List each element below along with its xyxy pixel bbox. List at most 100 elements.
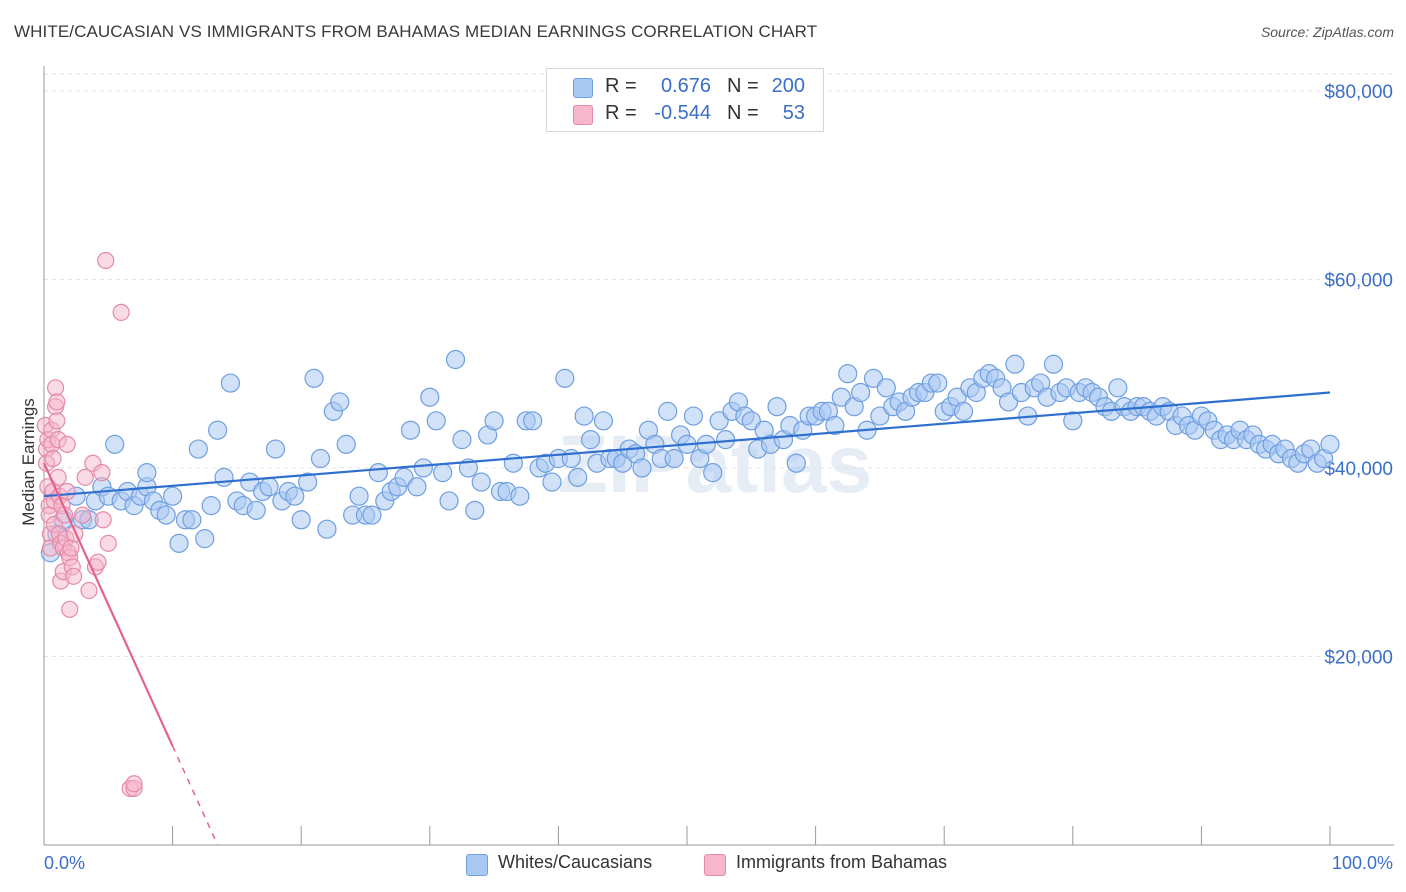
n-label: N =	[727, 102, 759, 124]
data-point-whites	[838, 364, 858, 384]
data-point-whites	[400, 420, 421, 440]
y-tick-label: $40,000	[1324, 459, 1393, 480]
data-point-bahamas	[48, 412, 66, 430]
series-whites-points	[40, 349, 1340, 563]
data-point-whites	[465, 500, 485, 520]
legend-swatch-pink	[573, 105, 593, 125]
data-point-whites	[182, 510, 202, 530]
data-point-whites	[137, 463, 157, 483]
legend-row-whites: R = 0.676 N = 200	[547, 74, 823, 100]
data-point-bahamas	[93, 464, 111, 482]
data-point-whites	[542, 472, 562, 492]
chart-source: Source: ZipAtlas.com	[1260, 24, 1394, 40]
legend-row-bahamas: R = -0.544 N = 53	[547, 101, 823, 127]
data-point-whites	[555, 368, 575, 388]
data-point-whites	[188, 439, 208, 459]
r-value: -0.544	[654, 102, 711, 124]
legend-swatch-pink	[704, 854, 726, 876]
data-point-whites	[484, 411, 504, 431]
y-tick-label: $60,000	[1324, 270, 1393, 291]
data-point-whites	[349, 486, 369, 506]
data-point-whites	[452, 430, 472, 450]
data-point-whites	[741, 411, 761, 431]
data-point-whites	[246, 500, 266, 520]
trend-line-whites	[43, 391, 1331, 498]
data-point-bahamas	[46, 379, 65, 397]
data-point-whites	[445, 349, 466, 370]
data-point-whites	[304, 368, 324, 388]
x-tick-label: 100.0%	[1332, 853, 1393, 873]
data-point-whites	[201, 496, 221, 516]
data-point-whites	[664, 448, 684, 469]
data-point-bahamas	[61, 600, 79, 618]
data-point-whites	[580, 430, 601, 450]
legend-swatch-blue	[466, 854, 488, 876]
data-point-whites	[1005, 354, 1025, 374]
data-point-whites	[831, 387, 851, 407]
n-value: 53	[782, 102, 805, 124]
chart-title: WHITE/CAUCASIAN VS IMMIGRANTS FROM BAHAM…	[14, 22, 818, 41]
x-tick-labels: 0.0% 100.0%	[44, 853, 1393, 873]
data-point-whites	[658, 401, 678, 421]
data-point-bahamas	[76, 468, 94, 486]
data-point-whites	[1063, 411, 1083, 431]
data-point-whites	[220, 373, 241, 393]
data-point-bahamas	[73, 506, 92, 524]
data-point-bahamas	[66, 525, 84, 543]
legend-swatch-blue	[573, 78, 593, 98]
data-point-whites	[433, 463, 453, 483]
trend-lines	[42, 391, 1331, 846]
legend-label-bahamas: Immigrants from Bahamas	[736, 852, 948, 872]
data-point-whites	[851, 382, 871, 403]
y-tick-label: $80,000	[1324, 82, 1393, 103]
data-point-whites	[632, 458, 652, 478]
data-point-whites	[439, 491, 459, 511]
data-point-bahamas	[99, 534, 117, 552]
data-point-whites	[998, 392, 1019, 412]
data-point-whites	[870, 406, 890, 426]
data-point-whites	[285, 486, 305, 506]
y-tick-labels: $20,000 $40,000 $60,000 $80,000	[1324, 82, 1393, 669]
r-label: R =	[605, 102, 637, 124]
data-point-whites	[291, 510, 311, 530]
data-point-bahamas	[62, 539, 80, 557]
n-label: N =	[727, 75, 759, 97]
data-point-whites	[195, 529, 215, 549]
data-point-whites	[394, 467, 414, 487]
data-point-whites	[574, 406, 594, 426]
data-point-whites	[265, 439, 286, 459]
data-point-whites	[413, 458, 433, 478]
data-point-bahamas	[94, 511, 112, 529]
data-point-whites	[259, 477, 279, 497]
data-point-whites	[330, 392, 350, 412]
legend-stats: R = 0.676 N = 200 R = -0.544 N = 53	[546, 68, 824, 132]
data-point-whites	[953, 401, 974, 421]
data-point-whites	[471, 472, 491, 492]
data-point-whites	[420, 387, 440, 407]
data-point-whites	[208, 420, 228, 440]
r-value: 0.676	[660, 75, 711, 97]
data-point-whites	[510, 486, 530, 506]
data-point-whites	[1320, 434, 1340, 454]
series-bahamas-points	[36, 251, 143, 798]
data-point-whites	[683, 406, 704, 426]
data-point-whites	[163, 486, 183, 506]
data-point-whites	[928, 373, 948, 393]
trend-line-bahamas	[42, 462, 174, 747]
data-point-bahamas	[112, 303, 130, 321]
data-point-whites	[240, 472, 260, 492]
data-point-bahamas	[58, 435, 76, 453]
data-point-bahamas	[80, 581, 98, 600]
data-point-whites	[426, 411, 446, 431]
data-point-bahamas	[48, 393, 66, 411]
data-point-whites	[703, 463, 723, 483]
legend-label-whites: Whites/Caucasians	[498, 852, 653, 872]
data-point-whites	[523, 411, 543, 431]
r-label: R =	[605, 75, 637, 97]
y-axis-label: Median Earnings	[19, 398, 38, 526]
data-point-whites	[767, 397, 787, 417]
data-point-whites	[709, 411, 729, 431]
data-point-whites	[863, 368, 884, 388]
data-point-whites	[786, 453, 806, 473]
